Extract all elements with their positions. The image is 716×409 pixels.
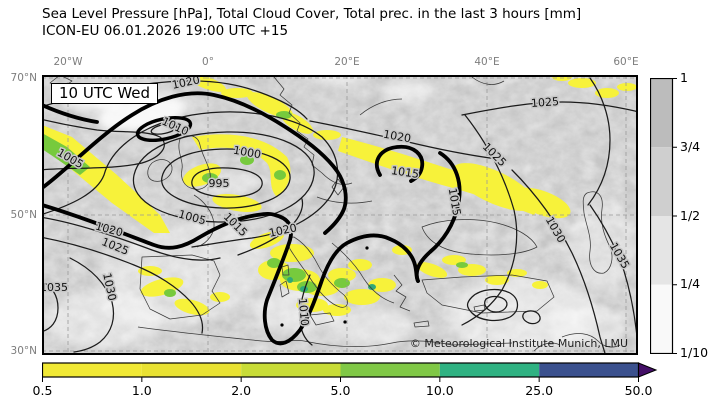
cloud-cover-tick-label: 1 xyxy=(680,70,688,85)
precip-tick-label: 10.0 xyxy=(425,383,454,398)
precip-tick-label: 5.0 xyxy=(330,383,351,398)
y-tick-label: 70°N xyxy=(10,72,37,84)
precip-tick-label: 2.0 xyxy=(231,383,252,398)
cloud-cover-tick-label: 1/2 xyxy=(680,207,701,223)
cloud-cover-tick-label: 1/4 xyxy=(680,276,701,292)
cloud-cover-segment xyxy=(650,284,673,354)
isobar-label: 1010 xyxy=(296,297,311,326)
cloud-cover-colorbar xyxy=(649,77,678,358)
x-tick-label: 20°E xyxy=(334,56,360,68)
x-tick-label: 0° xyxy=(202,56,214,68)
valid-time-label: 10 UTC Wed xyxy=(51,83,159,104)
cloud-cover-tick-label: 3/4 xyxy=(680,138,701,154)
x-tick-label: 20°W xyxy=(53,56,83,68)
isobar-label: 1035 xyxy=(42,281,68,294)
weather-map: 1020 1010 1005 1000 995 1005 1015 1020 1025 1030 1… xyxy=(42,75,638,355)
precip-tick-label: 1.0 xyxy=(131,383,152,398)
x-tick-label: 40°E xyxy=(474,56,500,68)
precipitation-colorbar-canvas xyxy=(41,362,658,382)
precipitation-colorbar xyxy=(41,360,664,387)
precip-segment xyxy=(539,363,639,377)
precip-segment xyxy=(241,363,341,377)
precip-segment xyxy=(141,363,242,377)
isobars-thick-1015 xyxy=(42,91,462,346)
chart-title-line2: ICON-EU 06.01.2026 19:00 UTC +15 xyxy=(42,23,289,39)
cloud-cover-colorbar-canvas xyxy=(649,77,677,355)
isobar-label: 1025 xyxy=(531,95,560,110)
precip-segment xyxy=(42,363,142,377)
copyright-label: © Meteorological Institute Munich, LMU xyxy=(409,337,628,350)
cloud-cover-segment xyxy=(650,216,673,285)
isobar-label: 1015 xyxy=(390,164,420,181)
isobars-thin xyxy=(42,77,638,355)
coastlines xyxy=(49,75,621,352)
chart-title-line1: Sea Level Pressure [hPa], Total Cloud Co… xyxy=(42,6,582,22)
cloud-cover-segment xyxy=(650,147,673,216)
map-frame xyxy=(42,75,638,355)
precip-tick-label: 50.0 xyxy=(624,383,653,398)
y-tick-label: 30°N xyxy=(10,345,37,357)
precip-tick-label: 25.0 xyxy=(525,383,554,398)
precip-segment xyxy=(340,363,440,377)
precip-tick-label: 0.5 xyxy=(32,383,53,398)
isobar-label: 995 xyxy=(209,177,230,190)
x-tick-label: 60°E xyxy=(613,56,639,68)
precip-segment xyxy=(439,363,540,377)
y-tick-label: 50°N xyxy=(10,209,37,221)
precip-overflow-arrow xyxy=(638,362,658,378)
chart-title: Sea Level Pressure [hPa], Total Cloud Co… xyxy=(42,6,581,40)
cloud-cover-segment xyxy=(650,78,673,148)
cloud-cover-tick-label: 1/10 xyxy=(680,345,709,360)
